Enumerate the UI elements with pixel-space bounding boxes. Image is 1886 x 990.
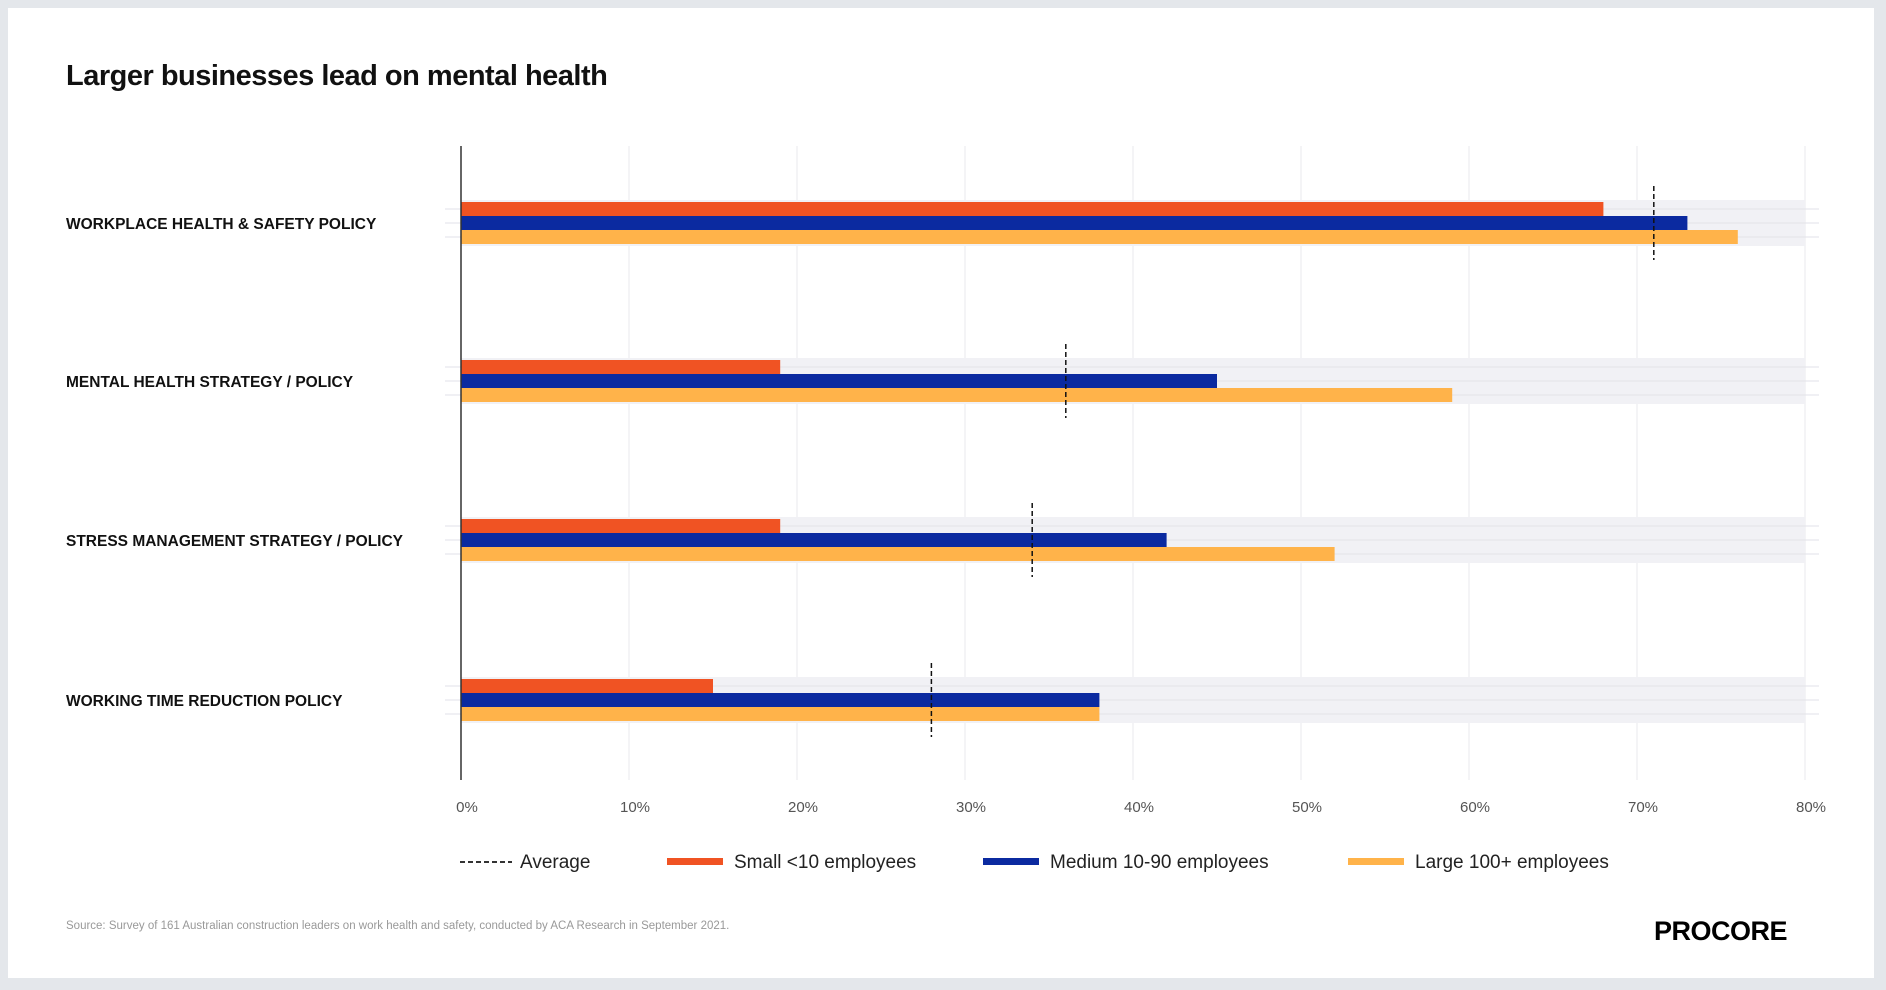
x-tick-label: 10%	[620, 799, 650, 816]
legend-swatch	[667, 858, 723, 865]
bar-large	[461, 547, 1335, 561]
x-tick-label: 0%	[456, 799, 478, 816]
legend-label: Medium 10-90 employees	[1050, 852, 1269, 873]
category-label: MENTAL HEALTH STRATEGY / POLICY	[66, 374, 354, 391]
chart-title: Larger businesses lead on mental health	[66, 60, 608, 92]
procore-logo: PROCORE	[1654, 916, 1788, 946]
legend-average-label: Average	[520, 852, 590, 873]
x-tick-label: 20%	[788, 799, 818, 816]
bar-small	[461, 360, 781, 374]
bar-small	[461, 679, 713, 693]
bar-large	[461, 707, 1100, 721]
legend-label: Small <10 employees	[734, 852, 916, 873]
x-tick-label: 50%	[1292, 799, 1322, 816]
x-tick-label: 80%	[1796, 799, 1826, 816]
bar-medium	[461, 533, 1167, 547]
chart-card	[8, 8, 1874, 978]
bar-large	[461, 388, 1453, 402]
source-note: Source: Survey of 161 Australian constru…	[66, 920, 730, 932]
legend-swatch	[1348, 858, 1404, 865]
bar-large	[461, 230, 1738, 244]
x-tick-label: 30%	[956, 799, 986, 816]
legend-label: Large 100+ employees	[1415, 852, 1609, 873]
bar-medium	[461, 216, 1688, 230]
x-tick-label: 40%	[1124, 799, 1154, 816]
x-tick-label: 60%	[1460, 799, 1490, 816]
bar-small	[461, 202, 1604, 216]
x-tick-label: 70%	[1628, 799, 1658, 816]
category-label: WORKING TIME REDUCTION POLICY	[66, 693, 343, 710]
bar-medium	[461, 374, 1217, 388]
category-label: STRESS MANAGEMENT STRATEGY / POLICY	[66, 533, 404, 550]
category-label: WORKPLACE HEALTH & SAFETY POLICY	[66, 216, 377, 233]
bar-small	[461, 519, 781, 533]
bar-medium	[461, 693, 1100, 707]
legend-swatch	[983, 858, 1039, 865]
